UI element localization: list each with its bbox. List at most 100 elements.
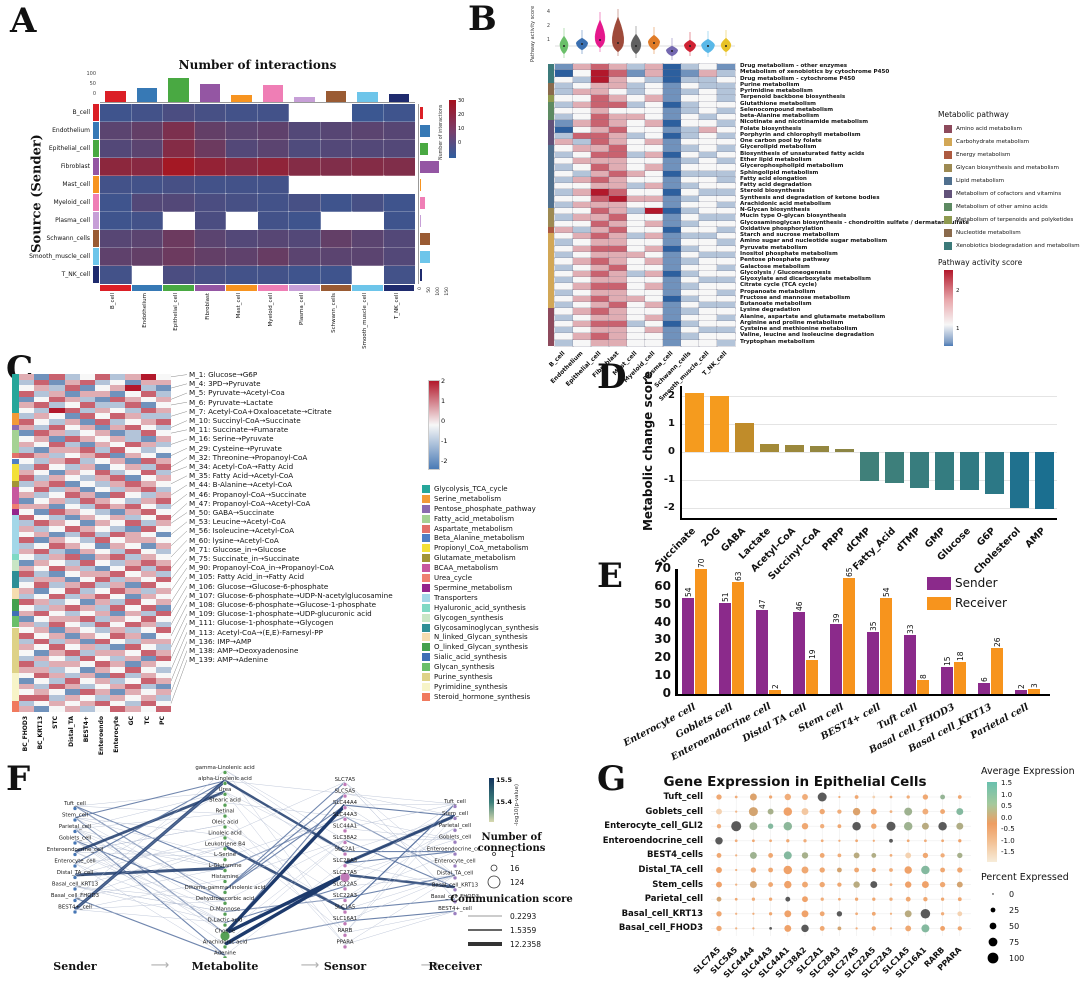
pathway-label: Glutathione metabolism xyxy=(740,100,816,107)
heatmap-cell xyxy=(110,683,126,690)
heatmap-cell xyxy=(19,390,35,397)
heatmap-cell xyxy=(110,475,126,482)
heatmap-cell xyxy=(79,396,95,403)
heatmap-cell xyxy=(94,666,111,673)
heatmap-cell xyxy=(19,531,35,538)
heatmap-cell xyxy=(644,257,664,266)
row-category-color xyxy=(12,672,19,679)
heatmap-cell xyxy=(680,332,700,341)
heatmap-cell xyxy=(608,88,628,97)
heatmap-cell xyxy=(110,464,126,470)
heatmap-cell xyxy=(79,621,95,628)
col-label: Epithelial_cell xyxy=(173,293,179,331)
row-category-color xyxy=(12,390,19,397)
heatmap-cell xyxy=(79,655,95,662)
col-label: PC xyxy=(158,716,166,725)
heatmap-cell xyxy=(698,338,718,348)
heatmap-cell xyxy=(140,419,156,425)
heatmap-cell xyxy=(225,157,259,177)
panel-b-colorbar-title: Pathway activity score xyxy=(938,258,1023,267)
axis-tick: 60 xyxy=(654,578,671,593)
heatmap-cell xyxy=(716,276,736,285)
legend-value: 1 xyxy=(510,850,515,859)
heatmap-cell xyxy=(680,269,700,279)
heatmap-cell xyxy=(79,447,95,453)
reaction-label: M_6: Pyruvate→Lactate xyxy=(189,397,273,407)
row-category-color xyxy=(12,559,19,566)
bar-value-label: 47 xyxy=(758,599,767,610)
heatmap-cell xyxy=(590,276,610,285)
heatmap-cell xyxy=(680,238,700,247)
network-node-label: Enteroendocrine_cell xyxy=(47,847,103,853)
reaction-label: M_107: Glucose-6-phosphate→UDP-N-acetylg… xyxy=(189,590,393,600)
pathway-label: Inositol phosphate metabolism xyxy=(740,251,838,257)
heatmap-cell xyxy=(608,326,628,335)
heatmap-cell xyxy=(554,100,574,109)
heatmap-cell xyxy=(680,175,700,185)
panel-d: D Metabolic change score 2 1 0 -1 -2 Succina… xyxy=(575,352,1080,582)
pathway-label: Glycolysis / Gluconeogenesis xyxy=(740,269,831,276)
heatmap-cell xyxy=(140,650,156,656)
heatmap-cell xyxy=(554,207,574,216)
heatmap-cell xyxy=(680,319,700,329)
heatmap-cell xyxy=(94,497,111,504)
row-category-color xyxy=(548,189,554,196)
legend-swatch xyxy=(422,554,430,563)
heatmap-cell xyxy=(94,509,111,515)
heatmap-cell xyxy=(19,537,35,543)
heatmap-cell xyxy=(64,621,80,628)
legend-swatch xyxy=(927,596,951,610)
heatmap-cell xyxy=(662,276,682,285)
heatmap-cell xyxy=(64,582,80,589)
heatmap-cell xyxy=(698,88,718,97)
row-category-color xyxy=(12,469,19,476)
heatmap-cell xyxy=(626,294,646,304)
heatmap-cell xyxy=(79,537,95,543)
heatmap-cell xyxy=(34,582,50,589)
heatmap-cell xyxy=(79,441,95,448)
row-category-color xyxy=(12,571,19,577)
heatmap-cell xyxy=(554,169,574,178)
legend-label: Metabolism of other amino acids xyxy=(956,203,1048,210)
heatmap-cell xyxy=(64,678,80,684)
heatmap-cell xyxy=(125,447,141,453)
col-label: STC xyxy=(52,716,60,729)
heatmap-cell xyxy=(49,706,65,712)
panel-a-letter: A xyxy=(10,1,37,41)
panel-a-col-colorstrip xyxy=(100,285,415,291)
heatmap-cell xyxy=(64,520,80,527)
heatmap-cell xyxy=(554,213,574,222)
pathway-label: Galactose metabolism xyxy=(740,263,810,270)
heatmap-cell xyxy=(49,503,65,510)
row-category-color xyxy=(12,385,19,391)
heatmap-cell xyxy=(19,492,35,498)
heatmap-cell xyxy=(319,211,353,231)
row-category-color xyxy=(548,164,554,171)
heatmap-cell xyxy=(64,475,80,482)
heatmap-cell xyxy=(162,121,196,141)
heatmap-cell xyxy=(319,229,353,249)
heatmap-cell xyxy=(680,250,700,260)
colorbar-tick: -1 xyxy=(441,437,448,445)
heatmap-cell xyxy=(19,650,35,656)
heatmap-cell xyxy=(79,475,95,482)
heatmap-cell xyxy=(64,638,80,645)
legend-item: Glycosaminoglycan_synthesis xyxy=(422,623,539,633)
heatmap-cell xyxy=(110,638,126,645)
heatmap-cell xyxy=(716,144,736,153)
bar xyxy=(830,624,842,694)
heatmap-cell xyxy=(49,475,65,482)
heatmap-cell xyxy=(49,492,65,498)
heatmap-cell xyxy=(125,492,141,498)
heatmap-cell xyxy=(94,582,111,589)
pathway-label: Glycosaminoglycan biosynthesis - chondro… xyxy=(740,219,969,226)
pathway-label: Pyruvate metabolism xyxy=(740,244,808,251)
heatmap-cell xyxy=(110,616,126,622)
heatmap-cell xyxy=(644,156,664,166)
heatmap-cell xyxy=(351,157,385,177)
heatmap-cell xyxy=(125,683,141,690)
heatmap-cell xyxy=(572,225,592,235)
heatmap-cell xyxy=(19,407,35,414)
heatmap-cell xyxy=(716,213,736,222)
heatmap-cell xyxy=(110,672,126,679)
